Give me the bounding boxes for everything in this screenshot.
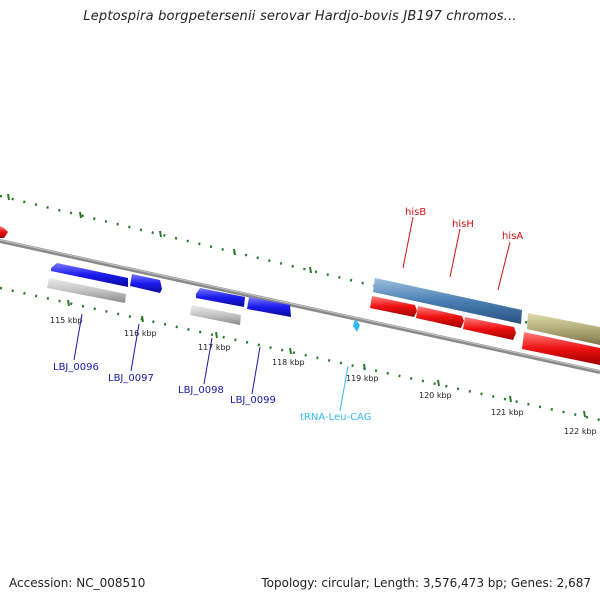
lower-major-tick <box>215 331 218 339</box>
tick-labels: 115 kbp 116 kbp 117 kbp 118 kbp 119 kbp … <box>50 316 597 436</box>
label-lbj-0097: LBJ_0097 <box>108 373 154 384</box>
upper-major-tick <box>79 211 82 219</box>
gene-lbj-0098 <box>190 305 241 325</box>
map-title: Leptospira borgpetersenii serovar Hardjo… <box>83 9 517 24</box>
lower-major-tick <box>437 379 440 387</box>
tick-label: 119 kbp <box>346 374 379 383</box>
cds-red-right <box>522 332 600 365</box>
tick-label: 122 kbp <box>564 427 597 436</box>
cds-hisA <box>463 317 516 340</box>
lower-major-tick <box>141 315 144 323</box>
gene-lbj-0096 <box>47 278 126 303</box>
cds-hisB <box>370 296 417 317</box>
trna-leu-cag <box>353 319 360 332</box>
lower-major-tick <box>289 347 292 355</box>
cds-hisH <box>416 306 464 328</box>
tick-label: 118 kbp <box>272 358 305 367</box>
lower-major-tick <box>363 363 366 371</box>
label-hisA: hisA <box>502 231 523 242</box>
label-lbj-0099: LBJ_0099 <box>230 395 276 406</box>
cds-lbj-0098 <box>196 288 245 307</box>
bottom-gene-labels[interactable]: LBJ_0096 LBJ_0097 LBJ_0098 LBJ_0099 tRNA… <box>53 313 371 423</box>
accession-text: Accession: NC_008510 <box>9 576 146 590</box>
cds-lbj-0099 <box>247 297 291 317</box>
upper-major-tick <box>233 248 236 256</box>
lower-major-tick <box>509 395 512 403</box>
tick-label: 120 kbp <box>419 391 452 400</box>
topology-summary: Topology: circular; Length: 3,576,473 bp… <box>261 576 591 590</box>
gene-his-block <box>373 278 522 324</box>
cds-lbj-0096 <box>51 263 128 287</box>
label-trna-leu-cag: tRNA-Leu-CAG <box>300 412 371 423</box>
tick-label: 117 kbp <box>198 343 231 352</box>
backbone <box>0 239 600 374</box>
tick-label: 116 kbp <box>124 329 157 338</box>
tick-label: 121 kbp <box>491 408 524 417</box>
feature-red-left-edge <box>0 226 8 238</box>
lower-tick-rail <box>0 286 600 422</box>
upper-major-tick <box>7 193 10 201</box>
gene-olive-right <box>527 313 600 345</box>
upper-major-tick <box>159 230 162 238</box>
cds-lbj-0097 <box>130 274 162 293</box>
lower-major-tick <box>67 299 70 307</box>
tick-label: 115 kbp <box>50 316 83 325</box>
lower-major-tick <box>583 410 586 418</box>
top-gene-labels[interactable]: hisB hisH hisA <box>402 207 523 291</box>
label-hisH: hisH <box>452 219 474 230</box>
features[interactable] <box>0 226 600 365</box>
label-hisB: hisB <box>405 207 426 218</box>
label-lbj-0096: LBJ_0096 <box>53 362 99 373</box>
label-lbj-0098: LBJ_0098 <box>178 385 224 396</box>
upper-major-tick <box>309 266 312 274</box>
